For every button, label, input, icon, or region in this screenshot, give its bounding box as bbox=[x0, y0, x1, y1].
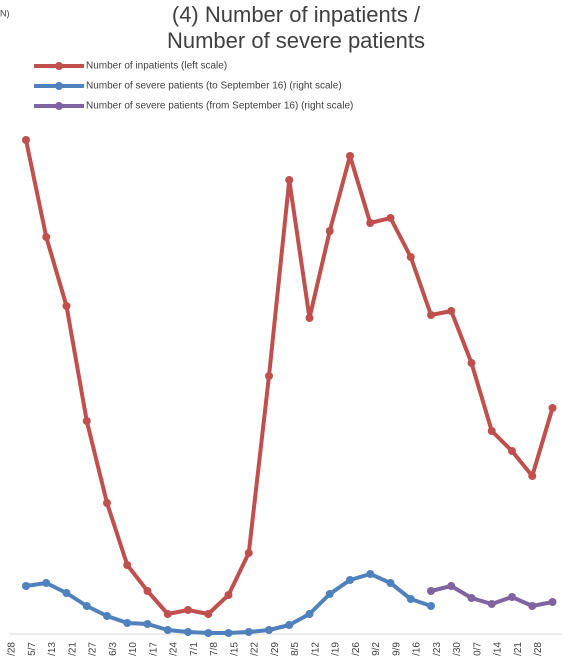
legend-marker bbox=[55, 102, 63, 110]
x-tick-label: /29 bbox=[270, 642, 281, 656]
legend-label: Number of severe patients (to September … bbox=[86, 81, 342, 92]
data-point bbox=[123, 561, 132, 569]
data-point bbox=[548, 598, 557, 606]
data-point bbox=[184, 606, 192, 614]
data-point bbox=[325, 227, 334, 235]
x-tick-label: /23 bbox=[432, 642, 443, 656]
x-tick-label: /28 bbox=[533, 642, 544, 656]
x-tick-label: 9/2 bbox=[371, 642, 382, 656]
data-point bbox=[406, 253, 415, 261]
data-point bbox=[82, 417, 91, 425]
x-tick-label: /21 bbox=[513, 642, 524, 656]
x-tick-label: /17 bbox=[148, 642, 159, 656]
x-tick-label: 0/7 bbox=[472, 642, 483, 656]
data-point bbox=[305, 314, 314, 322]
series-line bbox=[24, 139, 555, 616]
data-point bbox=[427, 311, 435, 319]
data-point bbox=[224, 629, 233, 637]
data-point bbox=[487, 600, 496, 608]
chart-title: (4) Number of inpatients / bbox=[172, 2, 421, 27]
data-point bbox=[22, 136, 30, 144]
x-tick-label: 7/1 bbox=[189, 642, 200, 656]
data-point bbox=[406, 595, 415, 603]
data-point bbox=[82, 602, 91, 610]
data-point bbox=[62, 302, 71, 310]
data-point bbox=[386, 214, 395, 222]
data-point bbox=[204, 629, 213, 637]
legend-marker bbox=[55, 82, 63, 90]
legend-label: Number of severe patients (from Septembe… bbox=[86, 101, 353, 112]
x-tick-label: 6/3 bbox=[108, 642, 119, 656]
data-point bbox=[285, 176, 294, 184]
data-point bbox=[42, 579, 51, 587]
corner-text: N) bbox=[0, 8, 10, 18]
data-point bbox=[305, 610, 314, 618]
data-point bbox=[62, 589, 71, 597]
x-tick-label: /10 bbox=[128, 642, 139, 656]
x-tick-label: /13 bbox=[47, 642, 58, 656]
x-tick-label: /15 bbox=[229, 642, 240, 656]
data-point bbox=[467, 359, 476, 367]
data-point bbox=[528, 602, 537, 610]
data-point bbox=[325, 590, 334, 598]
data-point bbox=[103, 499, 111, 507]
legend-label: Number of inpatients (left scale) bbox=[86, 61, 227, 72]
data-point bbox=[528, 472, 537, 480]
x-tick-label: /24 bbox=[169, 642, 180, 656]
data-point bbox=[285, 621, 294, 629]
data-point bbox=[163, 626, 172, 634]
x-tick-label: /19 bbox=[331, 642, 342, 656]
data-point bbox=[467, 594, 476, 602]
x-tick-label: /22 bbox=[250, 642, 261, 656]
x-tick-label: /28 bbox=[7, 642, 18, 656]
x-tick-label: 7/8 bbox=[209, 642, 220, 656]
data-point bbox=[265, 626, 273, 634]
x-tick-label: /12 bbox=[310, 642, 321, 656]
data-point bbox=[447, 307, 456, 315]
x-tick-label: /30 bbox=[452, 642, 463, 656]
data-point bbox=[386, 579, 395, 587]
data-point bbox=[103, 612, 111, 620]
data-point bbox=[366, 570, 375, 578]
data-point bbox=[42, 233, 51, 241]
chart-subtitle: Number of severe patients bbox=[167, 28, 425, 53]
data-point bbox=[163, 610, 172, 618]
data-point bbox=[427, 587, 435, 595]
data-point bbox=[22, 582, 30, 590]
x-tick-label: /16 bbox=[412, 642, 423, 656]
data-point bbox=[447, 582, 456, 590]
data-point bbox=[224, 591, 233, 599]
data-point bbox=[346, 576, 354, 584]
data-point bbox=[265, 372, 273, 380]
x-tick-label: /14 bbox=[493, 642, 504, 656]
data-point bbox=[508, 593, 516, 601]
data-point bbox=[366, 219, 375, 227]
x-tick-label: 9/9 bbox=[391, 642, 402, 656]
data-point bbox=[123, 619, 132, 627]
data-point bbox=[244, 628, 253, 636]
x-tick-label: 8/5 bbox=[290, 642, 301, 656]
x-tick-label: 5/7 bbox=[27, 642, 38, 656]
data-point bbox=[548, 404, 557, 412]
data-point bbox=[143, 620, 152, 628]
data-point bbox=[204, 610, 213, 618]
legend-marker bbox=[55, 62, 63, 70]
x-tick-label: /21 bbox=[67, 642, 78, 656]
data-point bbox=[244, 549, 253, 557]
data-point bbox=[143, 587, 152, 595]
x-tick-label: /26 bbox=[351, 642, 362, 656]
data-point bbox=[346, 152, 354, 160]
data-point bbox=[427, 602, 435, 610]
data-point bbox=[487, 427, 496, 435]
x-tick-label: /27 bbox=[88, 642, 99, 656]
data-point bbox=[508, 447, 516, 455]
data-point bbox=[184, 628, 192, 636]
